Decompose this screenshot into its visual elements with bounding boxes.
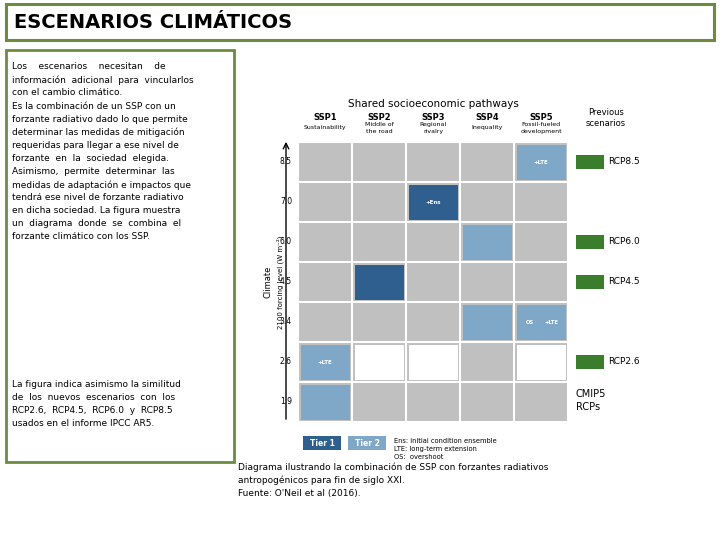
Bar — [300, 384, 349, 420]
Text: Previous
scenarios: Previous scenarios — [586, 107, 626, 129]
Text: Tier 2: Tier 2 — [354, 438, 379, 448]
Text: 1.9: 1.9 — [280, 397, 292, 407]
Bar — [576, 155, 604, 169]
Bar — [462, 305, 511, 340]
Text: SSP5: SSP5 — [529, 113, 553, 123]
Text: Los    escenarios    necesitan    de
información  adicional  para  vincularlos
c: Los escenarios necesitan de información … — [12, 62, 194, 98]
Bar — [576, 275, 604, 289]
Bar — [408, 345, 457, 380]
Text: Regional
rivalry: Regional rivalry — [420, 123, 446, 133]
Text: 8.5: 8.5 — [280, 158, 292, 166]
Bar — [408, 185, 457, 219]
Text: 4.5: 4.5 — [280, 278, 292, 287]
Bar — [354, 265, 403, 300]
Text: 6.0: 6.0 — [280, 238, 292, 246]
Bar — [298, 142, 568, 422]
Text: RCP4.5: RCP4.5 — [608, 278, 639, 287]
Bar — [6, 50, 234, 462]
Bar — [576, 355, 604, 369]
Text: 2.6: 2.6 — [280, 357, 292, 367]
Bar — [303, 436, 341, 450]
Bar — [516, 345, 565, 380]
Text: Shared socioeconomic pathways: Shared socioeconomic pathways — [348, 99, 518, 109]
Text: Fossil-fueled
development: Fossil-fueled development — [520, 123, 562, 133]
Bar — [462, 225, 511, 260]
Text: Ens: initial condition ensemble
LTE: long-term extension
OS:  overshoot: Ens: initial condition ensemble LTE: lon… — [394, 438, 497, 460]
Bar — [348, 436, 386, 450]
Text: RCP8.5: RCP8.5 — [608, 158, 640, 166]
Text: CMIP5
RCPs: CMIP5 RCPs — [576, 389, 606, 412]
Text: RCP2.6: RCP2.6 — [608, 357, 639, 367]
Text: SSP1: SSP1 — [313, 113, 337, 123]
Text: +LTE: +LTE — [534, 159, 549, 165]
Text: Diagrama ilustrando la combinación de SSP con forzantes radiativos
antropogénico: Diagrama ilustrando la combinación de SS… — [238, 462, 549, 498]
Text: Inequality: Inequality — [472, 125, 503, 131]
Bar — [516, 305, 565, 340]
Text: +LTE: +LTE — [545, 320, 559, 325]
Text: Sustainability: Sustainability — [304, 125, 346, 131]
Text: ESCENARIOS CLIMÁTICOS: ESCENARIOS CLIMÁTICOS — [14, 12, 292, 31]
Text: Es la combinación de un SSP con un
forzante radiativo dado lo que permite
determ: Es la combinación de un SSP con un forza… — [12, 102, 191, 241]
Text: SSP2: SSP2 — [367, 113, 391, 123]
Text: 2100 forcing level (W m⁻²): 2100 forcing level (W m⁻²) — [276, 235, 284, 329]
Text: SSP4: SSP4 — [475, 113, 499, 123]
Text: 7.0: 7.0 — [280, 198, 292, 206]
Text: +Ens: +Ens — [426, 199, 441, 205]
Text: SSP3: SSP3 — [421, 113, 445, 123]
Text: Middle of
the road: Middle of the road — [364, 123, 393, 133]
Bar — [300, 345, 349, 380]
Bar — [354, 345, 403, 380]
Bar — [576, 235, 604, 249]
Text: RCP6.0: RCP6.0 — [608, 238, 640, 246]
Text: Tier 1: Tier 1 — [310, 438, 334, 448]
Text: Climate: Climate — [264, 266, 272, 298]
Text: OS: OS — [526, 320, 534, 325]
Text: +LTE: +LTE — [318, 360, 333, 365]
Text: 3.4: 3.4 — [280, 318, 292, 327]
Bar — [516, 145, 565, 179]
Bar — [6, 4, 714, 40]
Text: La figura indica asimismo la similitud
de  los  nuevos  escenarios  con  los
RCP: La figura indica asimismo la similitud d… — [12, 380, 181, 428]
